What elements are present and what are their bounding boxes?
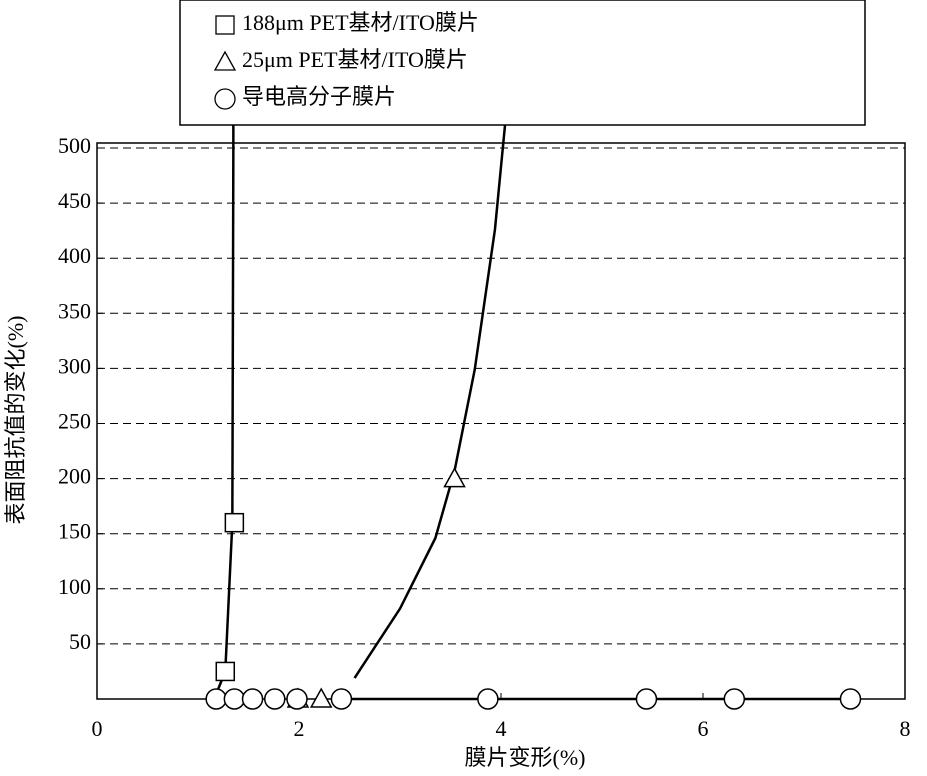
marker-circle (214, 88, 236, 110)
x-tick-label: 8 (900, 716, 911, 741)
y-tick-label: 250 (58, 409, 91, 434)
marker-circle (635, 688, 658, 710)
marker-triangle (213, 50, 237, 71)
y-tick-label: 450 (58, 188, 91, 213)
marker-circle (477, 688, 499, 710)
x-tick-label: 0 (92, 716, 103, 741)
marker-triangle (309, 687, 333, 708)
marker-circle (223, 688, 246, 710)
legend-label: 25μm PET基材/ITO膜片 (242, 47, 468, 72)
marker-circle (839, 688, 862, 710)
plot-frame (96, 142, 906, 700)
y-tick-label: 50 (69, 629, 91, 654)
marker-circle (286, 688, 308, 710)
x-axis-label: 膜片变形(%) (465, 745, 586, 770)
y-tick-label: 500 (58, 133, 91, 158)
y-tick-label: 200 (58, 464, 91, 489)
marker-circle (264, 688, 286, 710)
legend-label: 导电高分子膜片 (242, 84, 396, 109)
marker-circle (723, 688, 746, 710)
legend-label: 188μm PET基材/ITO膜片 (242, 10, 479, 35)
marker-square (215, 661, 236, 682)
legend-box (179, 0, 866, 126)
x-tick-label: 6 (698, 716, 709, 741)
marker-circle (241, 688, 264, 710)
y-axis-label: 表面阻抗值的变化(%) (3, 316, 28, 525)
marker-square (215, 15, 235, 35)
y-tick-label: 300 (58, 353, 91, 378)
marker-square (224, 512, 245, 533)
y-tick-label: 150 (58, 519, 91, 544)
y-tick-label: 350 (58, 298, 91, 323)
y-tick-label: 400 (58, 243, 91, 268)
marker-triangle (443, 467, 466, 488)
y-tick-label: 100 (58, 574, 91, 599)
marker-circle (330, 688, 353, 710)
x-tick-label: 2 (294, 716, 305, 741)
marker-circle (205, 688, 227, 710)
x-tick-label: 4 (496, 716, 507, 741)
